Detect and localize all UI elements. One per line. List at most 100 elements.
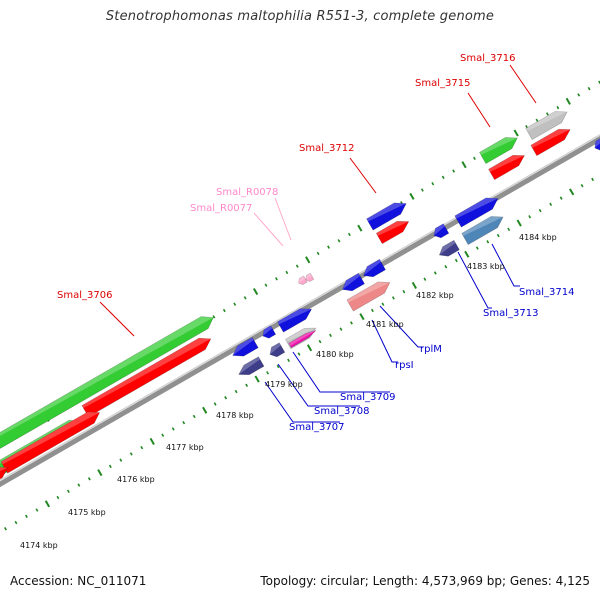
- gene-smal-3706[interactable]: [0, 312, 217, 449]
- tick-mark-bottom: [97, 469, 103, 477]
- label-rpsi[interactable]: rpsI: [395, 360, 414, 371]
- tick-mark-bottom: [119, 458, 123, 462]
- gene-blue-4[interactable]: [339, 272, 365, 294]
- tick-mark-bottom: [433, 271, 437, 275]
- tick-mark-bottom: [266, 371, 270, 375]
- gene-blue-1[interactable]: [230, 336, 259, 360]
- leader-smal-r0077: [253, 212, 284, 247]
- gene-blue-edge[interactable]: [592, 136, 600, 153]
- gene-smal-r0078[interactable]: [304, 272, 315, 283]
- tick-mark-bottom: [569, 188, 575, 196]
- gene-smal-3715[interactable]: [479, 132, 520, 165]
- tick-mark-bottom: [486, 240, 490, 244]
- tick-mark-bottom: [287, 358, 291, 363]
- tick-mark-top: [461, 161, 467, 169]
- leader-smal-3714: [491, 243, 520, 287]
- label-rplm[interactable]: rplM: [420, 344, 442, 355]
- tick-mark-bottom: [318, 339, 322, 344]
- tick-mark-bottom: [464, 250, 470, 258]
- tick-mark-bottom: [391, 296, 395, 300]
- tick-mark-top: [243, 296, 247, 300]
- tick-mark-bottom: [454, 258, 458, 263]
- tick-mark-bottom: [66, 489, 70, 494]
- tick-mark-bottom: [35, 508, 39, 512]
- tick-mark-bottom: [56, 495, 60, 500]
- tick-mark-bottom: [192, 414, 196, 419]
- tick-mark-bottom: [381, 302, 385, 306]
- tick-mark-bottom: [234, 389, 238, 394]
- leader-smal-3713: [457, 251, 492, 309]
- gene-blue-2[interactable]: [260, 325, 277, 341]
- scale-label: 4184 kbp: [519, 233, 557, 242]
- tick-mark-top: [327, 245, 330, 249]
- gene-red-3716[interactable]: [530, 124, 573, 157]
- accession-text: Accession: NC_011071: [10, 574, 147, 588]
- gene-blue-5[interactable]: [360, 258, 386, 280]
- label-smal-3709[interactable]: Smal_3709: [340, 392, 395, 403]
- gene-smal-3708[interactable]: [267, 342, 286, 360]
- gene-smal-3712[interactable]: [375, 216, 411, 245]
- leader-smal-3708: [277, 363, 360, 407]
- label-smal-3713[interactable]: Smal_3713: [483, 308, 538, 319]
- gene-smal-3714[interactable]: [461, 211, 507, 246]
- gene-blue-6[interactable]: [366, 198, 410, 231]
- leader-smal-3706: [99, 301, 135, 337]
- gene-blue-3[interactable]: [276, 304, 314, 333]
- tick-mark-bottom: [444, 265, 448, 269]
- gene-red-c[interactable]: [0, 462, 11, 489]
- leader-rplm: [379, 305, 423, 348]
- tick-mark-top: [285, 270, 289, 275]
- tick-mark-top: [441, 175, 445, 180]
- tick-mark-bottom: [254, 375, 260, 383]
- tick-mark-bottom: [224, 396, 228, 400]
- tick-mark-top: [409, 192, 415, 200]
- tick-mark-top: [556, 105, 560, 110]
- tick-mark-bottom: [528, 215, 532, 219]
- tick-mark-bottom: [402, 289, 406, 294]
- gene-red-b[interactable]: [0, 407, 103, 474]
- label-smal-3707[interactable]: Smal_3707: [289, 422, 344, 433]
- tick-mark-top: [233, 302, 237, 306]
- scale-label: 4174 kbp: [20, 541, 58, 550]
- tick-mark-bottom: [161, 433, 165, 437]
- leader-smal-3707: [264, 381, 340, 423]
- label-smal-r0078[interactable]: Smal_R0078: [216, 187, 278, 198]
- tick-mark-bottom: [339, 327, 343, 331]
- gene-smal-3713[interactable]: [437, 239, 460, 260]
- gene-smal-3716[interactable]: [525, 106, 571, 141]
- tick-mark-top: [473, 156, 476, 161]
- tick-mark-bottom: [182, 421, 186, 425]
- tick-mark-top: [337, 239, 341, 243]
- tick-mark-top: [252, 287, 259, 296]
- tick-mark-top: [357, 224, 363, 232]
- gene-blue-7[interactable]: [431, 223, 450, 241]
- tick-mark-bottom: [202, 406, 208, 414]
- gene-red-3715[interactable]: [488, 150, 528, 181]
- tick-mark-bottom: [213, 402, 217, 406]
- gene-smal-3707[interactable]: [236, 356, 265, 380]
- label-smal-3715[interactable]: Smal_3715: [415, 78, 470, 89]
- label-smal-r0077[interactable]: Smal_R0077: [190, 203, 252, 214]
- tick-mark-top: [452, 169, 456, 173]
- gene-smal-r0077[interactable]: [297, 275, 308, 286]
- label-smal-3714[interactable]: Smal_3714: [519, 287, 574, 298]
- gene-magenta[interactable]: [288, 328, 317, 349]
- label-smal-3716[interactable]: Smal_3716: [460, 53, 515, 64]
- tick-mark-bottom: [245, 383, 249, 387]
- label-smal-3712[interactable]: Smal_3712: [299, 143, 354, 154]
- label-smal-3708[interactable]: Smal_3708: [314, 406, 369, 417]
- tick-mark-bottom: [549, 202, 553, 207]
- label-smal-3706[interactable]: Smal_3706: [57, 290, 112, 301]
- tick-mark-bottom: [297, 352, 301, 356]
- tick-mark-top: [565, 97, 571, 105]
- tick-mark-bottom: [350, 321, 353, 325]
- leader-smal-3712: [349, 157, 377, 194]
- tick-mark-bottom: [423, 277, 427, 281]
- gene-blue-8[interactable]: [454, 193, 501, 228]
- tick-mark-top: [274, 277, 278, 281]
- tick-mark-top: [295, 264, 299, 268]
- tick-mark-bottom: [538, 208, 542, 213]
- tick-mark-bottom: [591, 177, 595, 182]
- gene-rpsi-rplm[interactable]: [346, 277, 393, 312]
